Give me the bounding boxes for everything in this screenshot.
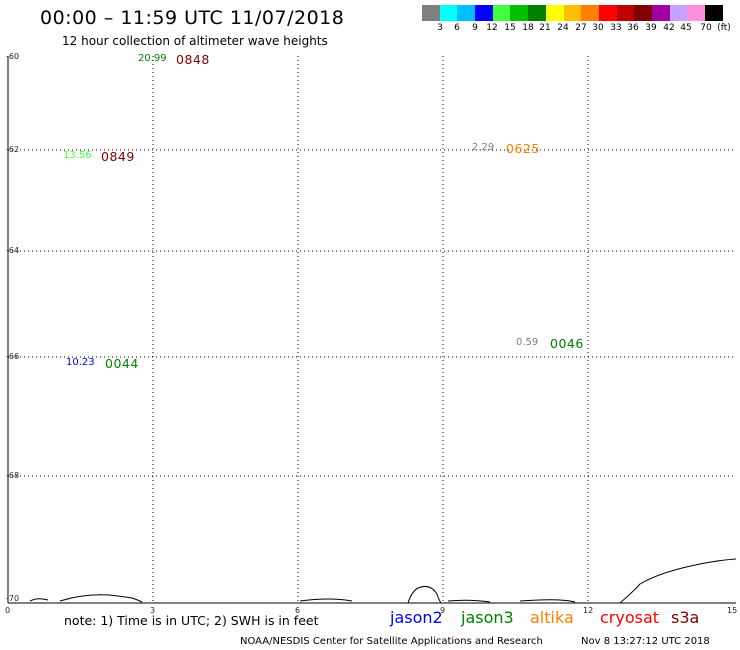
colorbar-label: 15: [504, 23, 516, 33]
colorbar-label: (ft): [717, 23, 731, 33]
wave-height-value: 20.99: [138, 53, 167, 64]
colorbar-swatch: [510, 5, 529, 21]
colorbar-label: 12: [486, 23, 498, 33]
legend-altika: altika: [530, 608, 574, 627]
observation-time: 0044: [105, 356, 139, 371]
coastline: [29, 558, 737, 604]
observation-time: 0625: [506, 141, 540, 156]
legend-jason2: jason2: [390, 608, 443, 627]
chart-subtitle: 12 hour collection of altimeter wave hei…: [62, 34, 328, 48]
colorbar-swatch: [687, 5, 705, 21]
colorbar-label: 18: [522, 23, 534, 33]
colorbar-label: 30: [592, 23, 604, 33]
colorbar-swatch: [705, 5, 723, 21]
colorbar-label: 39: [645, 23, 657, 33]
lon-label: 0: [5, 606, 11, 615]
legend-s3a: s3a: [671, 608, 700, 627]
colorbar: [422, 5, 723, 21]
wave-height-value: 2.29: [472, 142, 495, 153]
colorbar-swatch: [581, 5, 599, 21]
lat-label: -66: [6, 352, 20, 361]
lat-label: -64: [6, 246, 20, 255]
wave-height-value: 0.59: [516, 337, 539, 348]
observation-time: 0848: [176, 52, 210, 67]
colorbar-label: 24: [557, 23, 569, 33]
observation-time: 0046: [550, 336, 584, 351]
colorbar-swatch: [457, 5, 476, 21]
colorbar-label: 36: [627, 23, 639, 33]
colorbar-label: 27: [575, 23, 587, 33]
lon-label: 12: [583, 606, 594, 615]
observation-time: 0849: [101, 149, 135, 164]
colorbar-swatch: [492, 5, 511, 21]
colorbar-swatch: [475, 5, 493, 21]
legend-jason3: jason3: [461, 608, 514, 627]
colorbar-swatch: [563, 5, 582, 21]
lat-label: -68: [6, 471, 20, 480]
colorbar-swatch: [669, 5, 688, 21]
colorbar-swatch: [422, 5, 440, 21]
footer-note: note: 1) Time is in UTC; 2) SWH is in fe…: [64, 613, 319, 628]
colorbar-label: 70: [700, 23, 712, 33]
lat-label: -60: [6, 52, 20, 61]
lat-label: -70: [6, 594, 20, 603]
credit-text: NOAA/NESDIS Center for Satellite Applica…: [240, 636, 543, 647]
colorbar-swatch: [528, 5, 546, 21]
colorbar-swatch: [651, 5, 670, 21]
colorbar-label: 45: [680, 23, 692, 33]
colorbar-swatch: [634, 5, 652, 21]
colorbar-label: 9: [472, 23, 478, 33]
colorbar-swatch: [545, 5, 564, 21]
wave-height-value: 13.56: [63, 150, 92, 161]
colorbar-swatch: [598, 5, 617, 21]
colorbar-label: 33: [610, 23, 622, 33]
gridlines: [8, 56, 736, 603]
lon-label: 15: [727, 606, 738, 615]
colorbar-swatch: [616, 5, 635, 21]
colorbar-label: 42: [663, 23, 675, 33]
generated-timestamp: Nov 8 13:27:12 UTC 2018: [581, 636, 710, 647]
colorbar-swatch: [439, 5, 458, 21]
colorbar-label: 21: [539, 23, 551, 33]
map-border: [7, 56, 736, 604]
legend-cryosat: cryosat: [600, 608, 660, 627]
colorbar-label: 3: [437, 23, 443, 33]
wave-height-value: 10.23: [66, 357, 95, 368]
lon-label: 9: [440, 606, 446, 615]
lat-label: -62: [6, 145, 20, 154]
lon-label: 3: [150, 606, 156, 615]
chart-title: 00:00 – 11:59 UTC 11/07/2018: [40, 7, 345, 29]
lon-label: 6: [295, 606, 301, 615]
colorbar-label: 6: [454, 23, 460, 33]
